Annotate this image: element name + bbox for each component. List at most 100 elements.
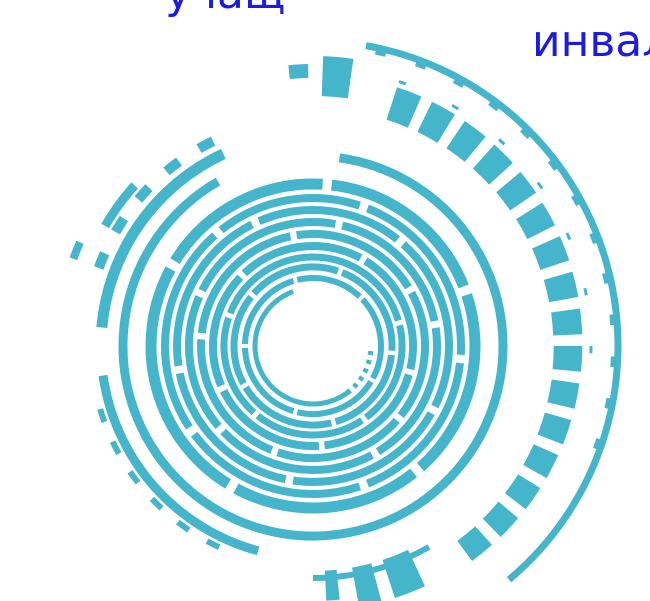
inner-ring-41 (242, 277, 295, 345)
inner-ring-28 (209, 274, 244, 388)
block-segment-57 (446, 121, 486, 163)
block-segment-59 (496, 171, 537, 211)
block-segment-67 (523, 444, 559, 479)
block-segment-69 (482, 501, 519, 538)
inner-ring-25 (363, 257, 417, 371)
block-segment-70 (457, 526, 492, 562)
inner-ring-7 (190, 431, 361, 498)
inner-ring-43 (360, 297, 384, 380)
inner-ring-40 (242, 347, 295, 415)
outer-bottom-arc-53 (98, 374, 260, 556)
left-dash-107 (109, 440, 122, 456)
inner-ring-18 (185, 295, 222, 429)
left-dash-105 (149, 496, 164, 511)
thin-dash-84 (589, 232, 597, 245)
block-segment-72 (288, 64, 309, 80)
inner-ring-4 (170, 178, 323, 264)
left-dash-109 (101, 182, 139, 229)
inner-ring-29 (241, 242, 363, 277)
thin-dash-77 (374, 50, 387, 57)
inner-ring-9 (218, 194, 361, 234)
block-segment-73 (382, 549, 425, 599)
inner-ring-23 (197, 232, 292, 334)
inner-ring-10 (400, 241, 453, 409)
inner-ring-42 (296, 275, 362, 299)
thin-dash-95 (565, 232, 572, 241)
inner-ring-6 (366, 362, 464, 488)
thin-dash-94 (536, 181, 544, 190)
block-segment-65 (547, 379, 580, 409)
left-dash-108 (97, 408, 108, 423)
inner-ring-21 (276, 417, 400, 462)
inner-ring-27 (220, 388, 320, 450)
inner-ring-36 (230, 294, 254, 386)
inner-ring-12 (175, 372, 287, 484)
thin-dash-89 (593, 438, 601, 450)
inner-ring-20 (397, 290, 429, 419)
block-segment-60 (516, 202, 556, 240)
block-segment-71 (321, 56, 354, 99)
block-segment-62 (543, 271, 579, 303)
block-segment-75 (324, 569, 340, 601)
inner-ring-15 (341, 221, 439, 322)
inner-ring-3 (145, 266, 231, 489)
inner-ring-19 (198, 218, 337, 293)
inner-ring-1 (416, 293, 481, 472)
block-segment-64 (552, 345, 583, 372)
block-segment-68 (504, 474, 541, 510)
block-segment-56 (417, 101, 455, 143)
inner-ring-24 (296, 230, 412, 290)
inner-dash-50 (345, 388, 352, 395)
inner-ring-30 (363, 324, 406, 421)
block-segment-58 (472, 144, 513, 185)
inner-ring-31 (255, 412, 364, 439)
inner-ring-37 (251, 263, 340, 296)
inner-ring-16 (375, 327, 441, 456)
thin-dash-78 (414, 62, 427, 70)
left-dash-98 (94, 251, 110, 270)
inner-ring-14 (257, 206, 400, 243)
thin-dash-82 (547, 160, 558, 171)
thin-dash-81 (520, 128, 531, 139)
left-dash-106 (127, 470, 141, 485)
thin-dash-96 (583, 287, 588, 296)
inner-ring-39 (296, 380, 374, 417)
block-segment-61 (532, 236, 570, 271)
inner-ring-8 (161, 232, 218, 430)
thin-dash-85 (602, 272, 609, 285)
left-dash-103 (205, 538, 221, 550)
block-segment-76 (312, 544, 431, 581)
innermost-arc-44 (252, 289, 352, 407)
thin-dash-87 (610, 356, 615, 368)
inner-dash-49 (352, 382, 359, 389)
left-dash-104 (176, 519, 191, 533)
inner-dash-48 (357, 375, 365, 382)
inner-ring-5 (366, 204, 465, 356)
thin-dash-83 (571, 195, 580, 207)
inner-ring-34 (334, 354, 395, 426)
left-dash-99 (111, 215, 129, 235)
caption-right-fragment: инвал (532, 16, 650, 67)
inner-ring-33 (226, 253, 402, 322)
caption-top-fragment: учащ (165, 0, 285, 16)
inner-dash-47 (362, 367, 369, 374)
thin-dash-79 (452, 79, 464, 88)
left-dash-100 (134, 184, 153, 203)
inner-ring-17 (220, 428, 374, 474)
thin-dash-80 (488, 101, 499, 112)
outer-ring-51 (118, 153, 508, 541)
inner-ring-26 (323, 373, 413, 450)
block-segment-63 (551, 308, 583, 336)
inner-ring-32 (220, 316, 257, 416)
inner-ring-13 (173, 220, 254, 367)
left-dash-102 (196, 136, 216, 153)
block-segment-66 (537, 412, 572, 445)
thin-dash-91 (398, 80, 407, 86)
thin-dash-90 (341, 68, 350, 72)
block-segment-74 (351, 563, 382, 601)
thin-dash-93 (498, 138, 506, 146)
inner-ring-2 (233, 468, 418, 514)
inner-ring-35 (242, 385, 333, 429)
thin-dash-88 (604, 397, 611, 409)
far-right-arc-54 (365, 42, 622, 583)
